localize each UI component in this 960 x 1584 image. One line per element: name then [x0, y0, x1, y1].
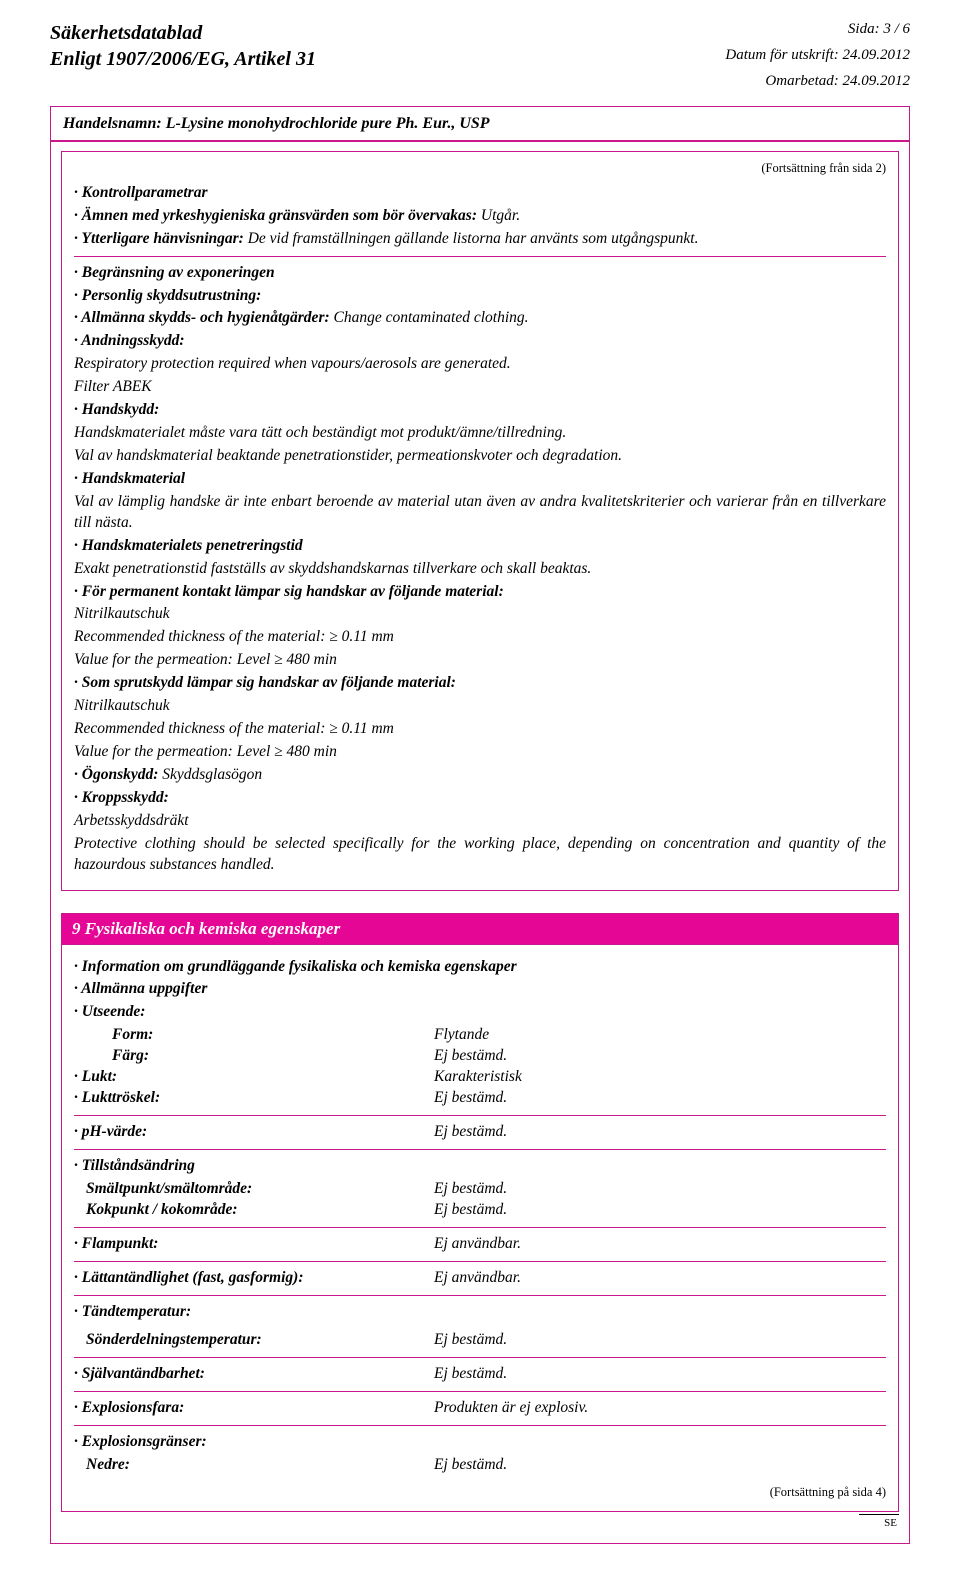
s9-farg-value: Ej bestämd.	[434, 1046, 886, 1067]
s9-lukttroskel-value: Ej bestämd.	[434, 1088, 886, 1109]
s9-farg-label: Färg:	[74, 1046, 434, 1067]
section-9-title: 9 Fysikaliska och kemiska egenskaper	[61, 913, 899, 945]
s9-nedre-value: Ej bestämd.	[434, 1455, 886, 1476]
s9-lukttroskel-label: Lukttröskel:	[82, 1089, 160, 1106]
ytterligare-label: Ytterligare hänvisningar:	[81, 230, 243, 247]
s9-sonder-value: Ej bestämd.	[434, 1330, 886, 1351]
nitril-2: Nitrilkautschuk	[74, 696, 886, 717]
section-9-body: · Information om grundläggande fysikalis…	[61, 945, 899, 1512]
perm-label: För permanent kontakt lämpar sig handska…	[82, 583, 504, 600]
section-divider	[74, 1391, 886, 1392]
section-inner-box: (Fortsättning från sida 2) · Kontrollpar…	[61, 151, 899, 891]
doc-subtitle: Enligt 1907/2006/EG, Artikel 31	[50, 46, 316, 72]
nitril-1: Nitrilkautschuk	[74, 604, 886, 625]
handskydd-text-2: Val av handskmaterial beaktande penetrat…	[74, 446, 886, 467]
section-divider	[74, 1227, 886, 1228]
continuation-from: (Fortsättning från sida 2)	[74, 160, 886, 177]
s9-lukt-label: Lukt:	[82, 1068, 117, 1085]
andning-label: Andningsskydd:	[81, 332, 184, 349]
revised-date: Omarbetad: 24.09.2012	[765, 72, 910, 92]
section-divider	[74, 1425, 886, 1426]
ogon-value: Skyddsglasögon	[162, 766, 262, 783]
sprut-label: Som sprutskydd lämpar sig handskar av fö…	[82, 674, 456, 691]
page-number: Sida: 3 / 6	[848, 20, 910, 46]
ogon-label: Ögonskydd:	[82, 766, 159, 783]
amnen-value: Utgår.	[481, 207, 520, 224]
permeation-2: Value for the permeation: Level ≥ 480 mi…	[74, 742, 886, 763]
thickness-2: Recommended thickness of the material: ≥…	[74, 719, 886, 740]
thickness-1: Recommended thickness of the material: ≥…	[74, 627, 886, 648]
begransning-label: Begränsning av exponeringen	[82, 264, 275, 281]
handskmat-label: Handskmaterial	[82, 470, 185, 487]
footer-rule	[859, 1514, 899, 1515]
print-date: Datum för utskrift: 24.09.2012	[725, 46, 910, 72]
s9-ph-value: Ej bestämd.	[434, 1122, 886, 1143]
section-divider	[74, 1115, 886, 1116]
s9-expl-value: Produkten är ej explosiv.	[434, 1398, 886, 1419]
allmanna-label: Allmänna skydds- och hygienåtgärder:	[81, 309, 329, 326]
kontrollparametrar-label: Kontrollparametrar	[82, 184, 208, 201]
section-divider	[74, 1149, 886, 1150]
s9-info-label: Information om grundläggande fysikaliska…	[82, 958, 517, 975]
s9-ph-label: pH-värde:	[82, 1123, 147, 1140]
s9-smalt-label: Smältpunkt/smältområde:	[74, 1179, 434, 1200]
s9-kok-label: Kokpunkt / kokområde:	[74, 1200, 434, 1221]
doc-title: Säkerhetsdatablad	[50, 20, 202, 46]
s9-tillstand-label: Tillståndsändring	[82, 1157, 195, 1174]
document-header: Säkerhetsdatablad Sida: 3 / 6 Enligt 190…	[50, 20, 910, 92]
page-container: Säkerhetsdatablad Sida: 3 / 6 Enligt 190…	[0, 0, 960, 1584]
allmanna-value: Change contaminated clothing.	[334, 309, 529, 326]
handskydd-text-1: Handskmaterialet måste vara tätt och bes…	[74, 423, 886, 444]
s9-sjalv-label: Självantändbarhet:	[82, 1365, 205, 1382]
personlig-label: Personlig skyddsutrustning:	[82, 287, 262, 304]
footer-country-code: SE	[61, 1517, 899, 1529]
s9-latt-label: Lättantändlighet (fast, gasformig):	[82, 1269, 304, 1286]
s9-flam-value: Ej användbar.	[434, 1234, 886, 1255]
handskydd-label: Handskydd:	[82, 401, 160, 418]
section-divider	[74, 256, 886, 257]
handskmat-text: Val av lämplig handske är inte enbart be…	[74, 492, 886, 534]
section-divider	[74, 1295, 886, 1296]
s9-smalt-value: Ej bestämd.	[434, 1179, 886, 1200]
s9-form-label: Form:	[74, 1025, 434, 1046]
ytterligare-value: De vid framställningen gällande listorna…	[248, 230, 699, 247]
s9-form-value: Flytande	[434, 1025, 886, 1046]
s9-kok-value: Ej bestämd.	[434, 1200, 886, 1221]
penetr-label: Handskmaterialets penetreringstid	[82, 537, 303, 554]
kropp-label: Kroppsskydd:	[82, 789, 169, 806]
s9-lukt-value: Karakteristisk	[434, 1067, 886, 1088]
continuation-next: (Fortsättning på sida 4)	[74, 1484, 886, 1501]
andning-text-2: Filter ABEK	[74, 377, 886, 398]
s9-utseende: Utseende:	[82, 1003, 146, 1020]
section-divider	[74, 1261, 886, 1262]
s9-tand-label: Tändtemperatur:	[82, 1303, 191, 1320]
permeation-1: Value for the permeation: Level ≥ 480 mi…	[74, 650, 886, 671]
penetr-text: Exakt penetrationstid fastställs av skyd…	[74, 559, 886, 580]
s9-expl-label: Explosionsfara:	[82, 1399, 185, 1416]
s9-latt-value: Ej användbar.	[434, 1268, 886, 1289]
s9-flam-label: Flampunkt:	[82, 1235, 159, 1252]
amnen-label: Ämnen med yrkeshygieniska gränsvärden so…	[82, 207, 477, 224]
kropp-text-1: Arbetsskyddsdräkt	[74, 811, 886, 832]
s9-sonder-label: Sönderdelningstemperatur:	[74, 1330, 434, 1351]
s9-allmanna: Allmänna uppgifter	[81, 980, 207, 997]
s9-sjalv-value: Ej bestämd.	[434, 1364, 886, 1385]
section-divider	[74, 1357, 886, 1358]
andning-text-1: Respiratory protection required when vap…	[74, 354, 886, 375]
section-outer-box: (Fortsättning från sida 2) · Kontrollpar…	[50, 140, 910, 1544]
s9-nedre-label: Nedre:	[74, 1455, 434, 1476]
product-name-bar: Handelsnamn: L-Lysine monohydrochloride …	[50, 106, 910, 142]
s9-explgr-label: Explosionsgränser:	[82, 1433, 207, 1450]
kropp-text-2: Protective clothing should be selected s…	[74, 834, 886, 876]
